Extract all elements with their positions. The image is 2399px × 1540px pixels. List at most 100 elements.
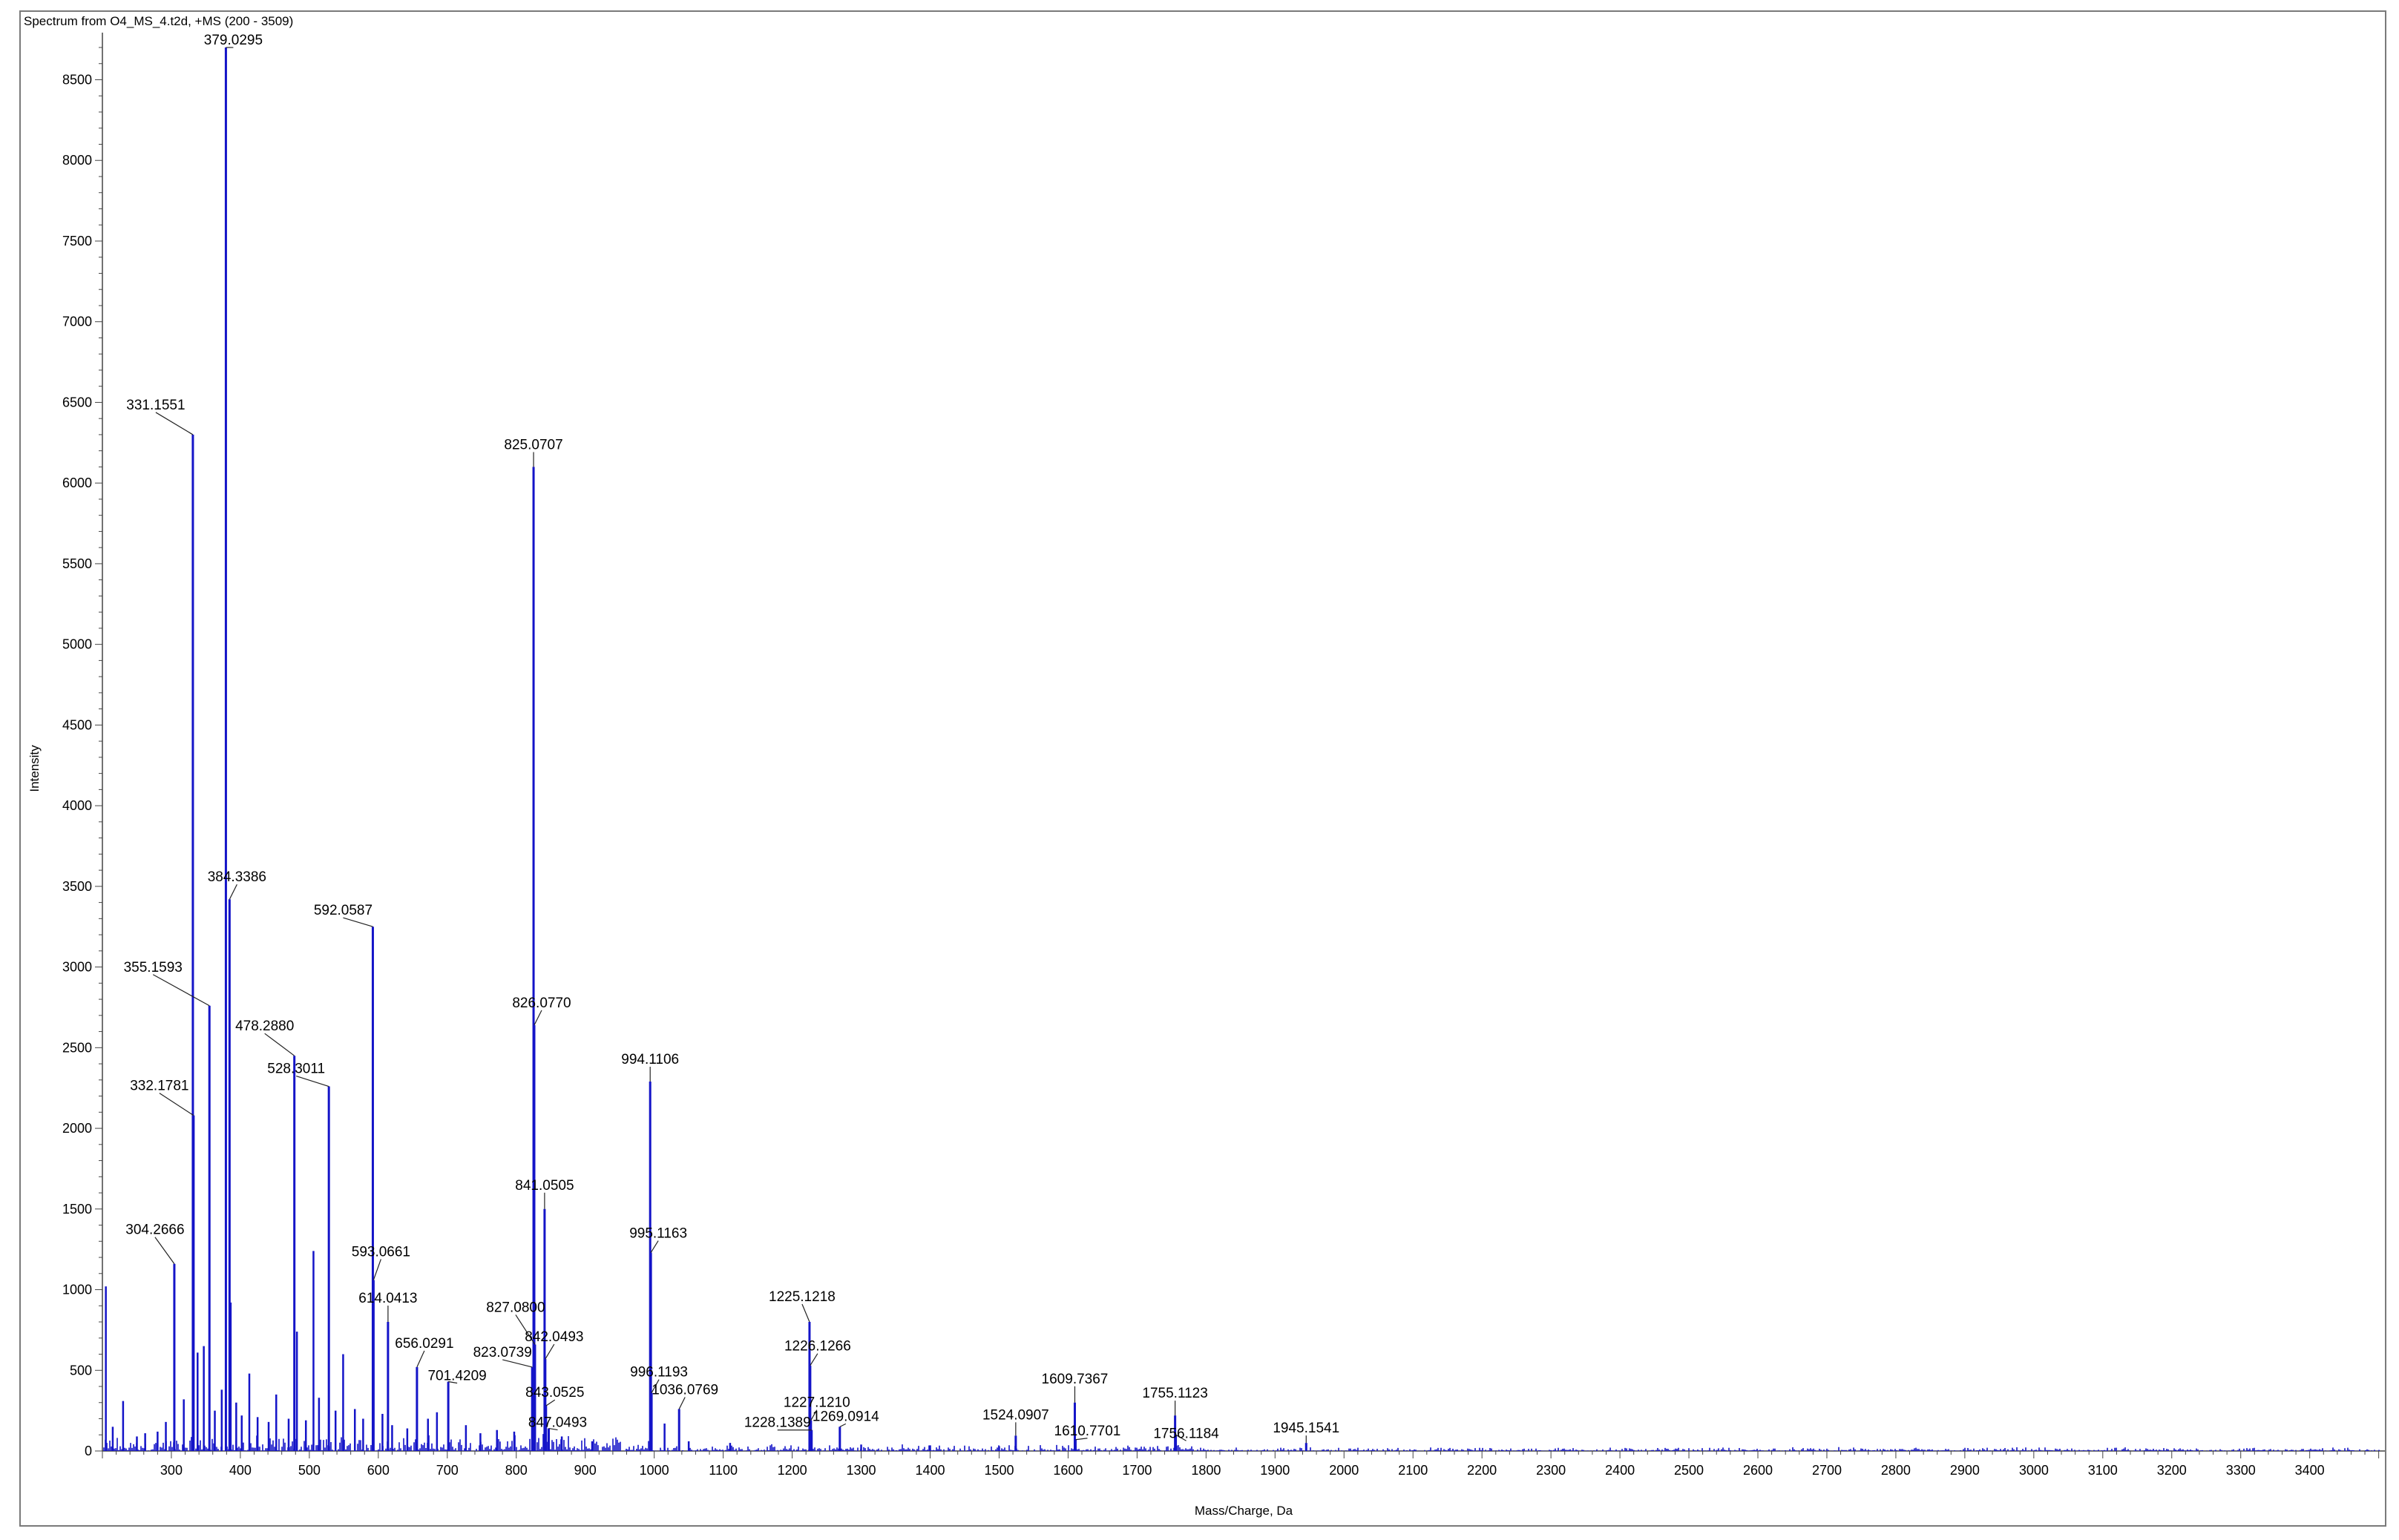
peak-label: 1226.1266 [784, 1339, 851, 1355]
y-tick-label: 4500 [62, 717, 92, 732]
peak-label: 478.2880 [235, 1019, 294, 1034]
y-tick-label: 7500 [62, 234, 92, 249]
x-tick-label: 3100 [2088, 1463, 2118, 1478]
peak-label: 528.3011 [267, 1062, 325, 1077]
noise-path [103, 1434, 2380, 1451]
y-tick-label: 6500 [62, 395, 92, 409]
peak-label: 996.1193 [630, 1365, 688, 1381]
x-tick-label: 500 [298, 1463, 321, 1478]
peak-label: 1036.0769 [652, 1382, 718, 1398]
x-tick-label: 1100 [709, 1463, 738, 1478]
peak-label: 593.0661 [352, 1244, 410, 1260]
peak-label: 331.1551 [126, 398, 185, 413]
y-tick-label: 1500 [62, 1202, 92, 1217]
peak-leader [152, 974, 210, 1007]
x-tick-label: 2100 [1398, 1463, 1428, 1478]
plot-axes: 0 500 1000 1500 2000 2500 3000 3500 4000 4500 5000… [62, 33, 2385, 1478]
peak-leader [534, 1010, 542, 1026]
x-tick-label: 2900 [1950, 1463, 1980, 1478]
peak-leader [229, 883, 237, 900]
x-tick-label: 1000 [640, 1463, 669, 1478]
x-tick-label: 3000 [2019, 1463, 2049, 1478]
x-tick-label: 2600 [1743, 1463, 1773, 1478]
chart-panel: Spectrum from O4_MS_4.t2d, +MS (200 - 35… [19, 10, 2386, 1527]
x-tick-label: 2200 [1467, 1463, 1497, 1478]
peak-leader [159, 1093, 194, 1116]
peak-leader [515, 1314, 536, 1345]
peak-label: 1945.1541 [1273, 1421, 1339, 1436]
y-tick-label: 8500 [62, 72, 92, 87]
peak-leader [678, 1397, 686, 1409]
y-tick-label: 2000 [62, 1121, 92, 1136]
x-tick-label: 1800 [1191, 1463, 1221, 1478]
peak-leader [448, 1381, 458, 1384]
peak-leader [810, 1353, 818, 1366]
peak-label: 1755.1123 [1142, 1386, 1207, 1401]
peak-label: 827.0800 [486, 1300, 545, 1315]
peak-label: 847.0493 [528, 1415, 587, 1431]
peak-label: 656.0291 [395, 1336, 453, 1352]
peak-label: 826.0770 [512, 996, 571, 1011]
peak-label: 701.4209 [427, 1368, 486, 1383]
peak-leader [155, 412, 194, 435]
peak-leader [416, 1350, 425, 1368]
x-tick-label: 1200 [778, 1463, 807, 1478]
peak-label: 592.0587 [314, 903, 373, 918]
y-tick-label: 1000 [62, 1283, 92, 1297]
peak-label: 1227.1210 [784, 1395, 850, 1411]
y-tick-label: 5000 [62, 637, 92, 652]
x-tick-label: 3200 [2157, 1463, 2187, 1478]
peak-label: 1225.1218 [769, 1289, 836, 1305]
x-tick-label: 300 [160, 1463, 183, 1478]
peak-leader [373, 1259, 381, 1280]
y-tick-label: 0 [85, 1444, 92, 1458]
y-tick-label: 5500 [62, 556, 92, 571]
peak-leader [1075, 1438, 1088, 1441]
peak-label: 1524.0907 [982, 1407, 1049, 1423]
x-tick-label: 2300 [1536, 1463, 1566, 1478]
x-tick-label: 3300 [2226, 1463, 2256, 1478]
y-axis-label: Intensity [27, 745, 42, 792]
y-tick-label: 7000 [62, 315, 92, 329]
peak-label: 1610.7701 [1054, 1424, 1121, 1439]
peak-leader [810, 1409, 818, 1421]
peak-leader [154, 1237, 175, 1265]
peak-leader [545, 1399, 556, 1406]
peak-label: 995.1163 [629, 1226, 687, 1242]
peak-label: 825.0707 [504, 437, 562, 453]
baseline-noise [103, 1434, 2380, 1451]
chart-title: Spectrum from O4_MS_4.t2d, +MS (200 - 35… [24, 14, 293, 28]
peak-label: 614.0413 [358, 1291, 417, 1306]
y-tick-label: 6000 [62, 476, 92, 490]
peak-leader [1175, 1434, 1187, 1441]
peak-label: 1756.1184 [1153, 1426, 1219, 1441]
peak-label: 355.1593 [124, 960, 183, 975]
x-tick-label: 2000 [1329, 1463, 1359, 1478]
y-tick-label: 3500 [62, 879, 92, 894]
peak-label: 823.0739 [473, 1345, 532, 1360]
peak-leader [296, 1075, 329, 1087]
peak-leader [839, 1423, 847, 1427]
peak-label: 842.0493 [525, 1329, 583, 1345]
x-tick-label: 2500 [1674, 1463, 1704, 1478]
peak-label: 841.0505 [515, 1178, 574, 1194]
peak-label: 1228.1389 [744, 1415, 811, 1431]
x-tick-label: 3400 [2295, 1463, 2325, 1478]
y-tick-label: 4000 [62, 798, 92, 813]
y-tick-label: 500 [70, 1363, 92, 1378]
peak-series [105, 47, 1307, 1451]
x-tick-label: 2700 [1812, 1463, 1842, 1478]
peak-label: 379.0295 [204, 33, 263, 48]
peak-leader [651, 1379, 660, 1394]
peak-label: 332.1781 [130, 1079, 188, 1094]
peak-label: 1269.0914 [813, 1409, 879, 1424]
peak-leader [502, 1359, 533, 1368]
x-tick-label: 1700 [1122, 1463, 1152, 1478]
peak-label: 994.1106 [621, 1052, 679, 1067]
peak-label: 304.2666 [125, 1223, 184, 1238]
x-tick-label: 1300 [847, 1463, 876, 1478]
x-tick-label: 600 [367, 1463, 390, 1478]
x-tick-label: 400 [229, 1463, 252, 1478]
x-tick-label: 2400 [1605, 1463, 1635, 1478]
peak-label: 843.0525 [525, 1385, 584, 1401]
